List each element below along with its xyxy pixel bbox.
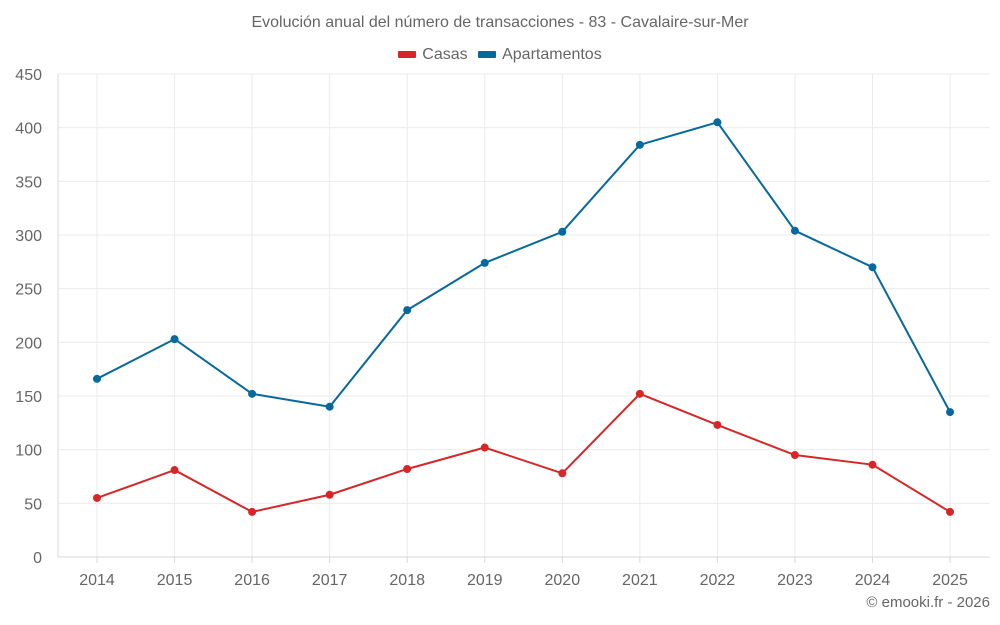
x-tick-label: 2014 xyxy=(79,572,115,589)
y-tick-label: 300 xyxy=(15,228,42,245)
grid xyxy=(58,73,990,557)
series-line-apartamentos xyxy=(96,121,951,413)
y-tick-label: 400 xyxy=(15,121,42,138)
x-tick-label: 2021 xyxy=(622,572,658,589)
x-tick-label: 2022 xyxy=(700,572,736,589)
data-point-apartamentos[interactable] xyxy=(635,140,644,149)
series-casas xyxy=(93,389,955,516)
data-point-apartamentos[interactable] xyxy=(946,408,955,417)
x-tick-label: 2019 xyxy=(467,572,503,589)
data-point-apartamentos[interactable] xyxy=(248,389,257,398)
series-apartamentos xyxy=(93,118,955,417)
y-tick-label: 200 xyxy=(15,335,42,352)
data-point-casas[interactable] xyxy=(325,490,334,499)
data-point-apartamentos[interactable] xyxy=(480,258,489,267)
x-tick-label: 2024 xyxy=(855,572,891,589)
credit-text: © emooki.fr - 2026 xyxy=(866,594,990,611)
x-tick-label: 2023 xyxy=(777,572,813,589)
x-tick-label: 2016 xyxy=(234,572,270,589)
data-point-casas[interactable] xyxy=(635,389,644,398)
data-point-casas[interactable] xyxy=(558,469,567,478)
series-line-casas xyxy=(96,392,951,513)
legend-label-casas: Casas xyxy=(422,45,468,63)
x-tick-label: 2017 xyxy=(312,572,348,589)
legend-item-apartamentos[interactable]: Apartamentos xyxy=(478,46,602,64)
data-point-casas[interactable] xyxy=(868,460,877,469)
data-point-apartamentos[interactable] xyxy=(325,402,334,411)
legend-swatch-apartamentos xyxy=(478,51,497,58)
data-point-apartamentos[interactable] xyxy=(868,263,877,272)
x-tick-label: 2025 xyxy=(932,572,968,589)
legend-swatch-casas xyxy=(398,51,417,58)
series-group xyxy=(93,118,955,516)
data-point-apartamentos[interactable] xyxy=(170,335,179,344)
y-tick-label: 450 xyxy=(15,67,42,84)
x-tick-label: 2015 xyxy=(157,572,193,589)
legend-label-apartamentos: Apartamentos xyxy=(502,45,602,63)
y-axis: 0 50 100 150 200 250 300 350 400 450 xyxy=(15,67,59,567)
data-point-apartamentos[interactable] xyxy=(790,226,799,235)
data-point-casas[interactable] xyxy=(403,464,412,473)
data-point-apartamentos[interactable] xyxy=(558,227,567,236)
data-point-apartamentos[interactable] xyxy=(713,118,722,127)
data-point-casas[interactable] xyxy=(170,466,179,475)
data-point-casas[interactable] xyxy=(713,420,722,429)
legend-item-casas[interactable]: Casas xyxy=(398,45,468,64)
data-point-casas[interactable] xyxy=(248,507,257,516)
chart-title: Evolución anual del número de transaccio… xyxy=(251,14,749,31)
y-tick-label: 150 xyxy=(15,389,42,406)
y-tick-label: 350 xyxy=(15,174,42,191)
data-point-apartamentos[interactable] xyxy=(93,374,101,383)
y-tick-label: 0 xyxy=(33,550,42,567)
data-point-casas[interactable] xyxy=(480,443,489,452)
data-point-casas[interactable] xyxy=(790,451,799,460)
legend: Casas Apartamentos xyxy=(0,45,1000,64)
data-point-casas[interactable] xyxy=(946,507,955,516)
y-tick-label: 100 xyxy=(15,443,42,460)
x-axis: 2014 2015 2016 2017 2018 2019 2020 2021 2022 2023… xyxy=(58,556,990,589)
x-tick-label: 2018 xyxy=(389,572,425,589)
data-point-casas[interactable] xyxy=(93,493,101,502)
data-point-apartamentos[interactable] xyxy=(403,306,412,315)
x-tick-label: 2020 xyxy=(545,572,581,589)
y-tick-label: 250 xyxy=(15,282,42,299)
y-tick-label: 50 xyxy=(24,496,42,513)
